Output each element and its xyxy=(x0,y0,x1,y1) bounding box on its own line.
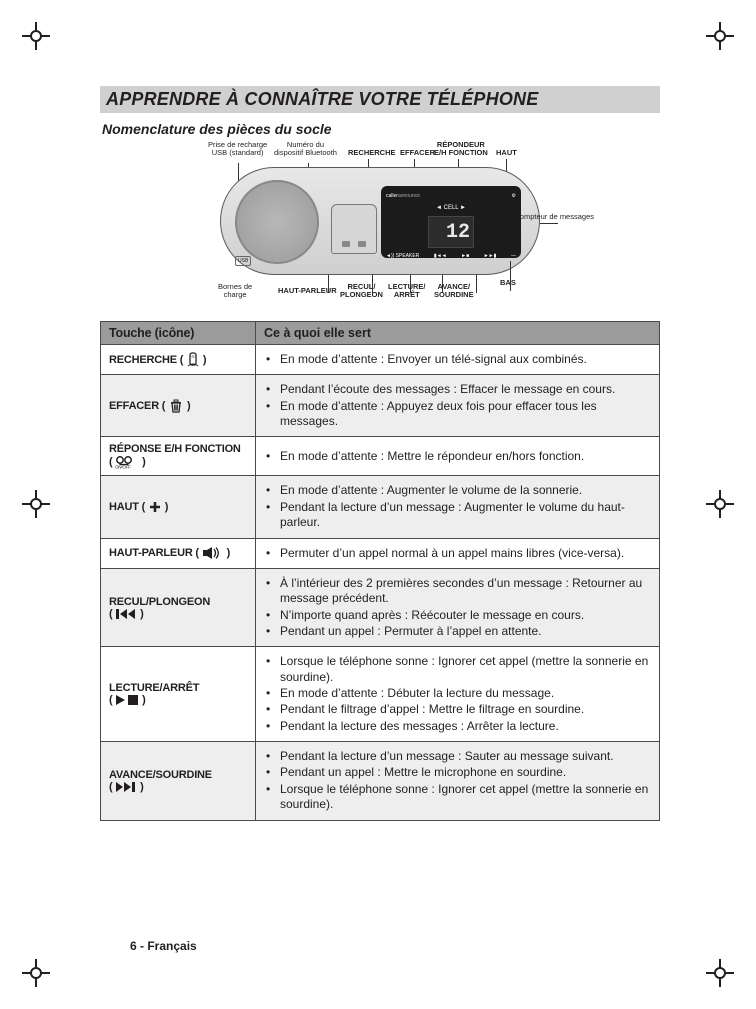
forward-icon xyxy=(115,781,137,793)
table-row: EFFACER ( ) Pendant l’écoute des messages… xyxy=(101,375,660,437)
callout-effacer: EFFACER xyxy=(400,149,435,157)
key-cell: HAUT-PARLEUR ( ) xyxy=(101,538,256,568)
key-cell: RECHERCHE ( ) xyxy=(101,345,256,375)
desc-item: En mode d’attente : Envoyer un télé-sign… xyxy=(276,352,651,367)
desc-item: En mode d’attente : Débuter la lecture d… xyxy=(276,686,651,701)
desc-item: À l’intérieur des 2 premières secondes d… xyxy=(276,576,651,607)
speaker-icon xyxy=(202,548,224,560)
key-cell: AVANCE/SOURDINE( ) xyxy=(101,742,256,820)
desc-item: Pendant un appel : Mettre le microphone … xyxy=(276,765,651,780)
desc-item: Pendant la lecture d’un message : Augmen… xyxy=(276,500,651,531)
callout-compteur: Compteur de messages xyxy=(514,213,594,221)
onoff-icon: ON/OFF xyxy=(115,457,139,469)
control-panel: callerannounce⚙ ◄ CELL ► 12 ◄)) SPEAKER▮… xyxy=(381,186,521,258)
key-label: HAUT xyxy=(109,501,139,513)
page-subtitle: Nomenclature des pièces du socle xyxy=(102,121,658,137)
callout-recherche: RECHERCHE xyxy=(348,149,396,157)
desc-cell: Pendant l’écoute des messages : Effacer … xyxy=(256,375,660,437)
callout-recul: RECUL/ PLONGEON xyxy=(340,283,383,299)
svg-text:ON/OFF: ON/OFF xyxy=(115,465,131,470)
callout-bas: BAS xyxy=(500,279,516,287)
desc-item: Permuter d’un appel normal à un appel ma… xyxy=(276,546,651,561)
desc-item: Pendant un appel : Permuter à l’appel en… xyxy=(276,624,651,639)
desc-item: Pendant la lecture d’un message : Sauter… xyxy=(276,749,651,764)
charge-slot xyxy=(331,204,377,254)
key-cell: EFFACER ( ) xyxy=(101,375,256,437)
key-cell: HAUT ( ) xyxy=(101,476,256,538)
key-cell: RÉPONSE E/H FONCTION( ON/OFF ) xyxy=(101,437,256,476)
desc-item: En mode d’attente : Mettre le répondeur … xyxy=(276,449,651,464)
desc-cell: À l’intérieur des 2 premières secondes d… xyxy=(256,568,660,646)
callout-repondeur: RÉPONDEUR E/H FONCTION xyxy=(434,141,488,157)
callout-avance: AVANCE/ SOURDINE xyxy=(434,283,474,299)
desc-cell: En mode d’attente : Envoyer un télé-sign… xyxy=(256,345,660,375)
reference-table: Touche (icône) Ce à quoi elle sert RECHE… xyxy=(100,321,660,821)
key-label: LECTURE/ARRÊT xyxy=(109,682,199,694)
base-diagram: Prise de recharge USB (standard) Numéro … xyxy=(100,141,660,313)
desc-cell: Pendant la lecture d’un message : Sauter… xyxy=(256,742,660,820)
key-label: RECUL/PLONGEON xyxy=(109,596,210,608)
message-counter-lcd: 12 xyxy=(428,216,474,248)
key-cell: LECTURE/ARRÊT( ) xyxy=(101,647,256,742)
table-row: RECHERCHE ( ) En mode d’attente : Envoyer… xyxy=(101,345,660,375)
key-label: AVANCE/SOURDINE xyxy=(109,769,212,781)
desc-item: Lorsque le téléphone sonne : Ignorer cet… xyxy=(276,782,651,813)
usb-tag: USB xyxy=(235,256,251,266)
device-outline: callerannounce⚙ ◄ CELL ► 12 ◄)) SPEAKER▮… xyxy=(220,167,540,275)
desc-item: N’importe quand après : Réécouter le mes… xyxy=(276,608,651,623)
desc-cell: En mode d’attente : Mettre le répondeur … xyxy=(256,437,660,476)
table-row: RÉPONSE E/H FONCTION( ON/OFF ) En mode d’… xyxy=(101,437,660,476)
table-row: AVANCE/SOURDINE( ) Pendant la lecture d’u… xyxy=(101,742,660,820)
speaker-grille xyxy=(235,180,319,264)
desc-item: En mode d’attente : Augmenter le volume … xyxy=(276,483,651,498)
desc-item: Pendant l’écoute des messages : Effacer … xyxy=(276,382,651,397)
key-label: RECHERCHE xyxy=(109,354,177,366)
key-label: RÉPONSE E/H FONCTION xyxy=(109,443,241,455)
trash-icon xyxy=(168,402,184,414)
desc-cell: Permuter d’un appel normal à un appel ma… xyxy=(256,538,660,568)
key-label: HAUT-PARLEUR xyxy=(109,547,193,559)
desc-item: Lorsque le téléphone sonne : Ignorer cet… xyxy=(276,654,651,685)
table-row: HAUT ( ) En mode d’attente : Augmenter le… xyxy=(101,476,660,538)
playstop-icon xyxy=(115,694,139,706)
table-row: HAUT-PARLEUR ( ) Permuter d’un appel norm… xyxy=(101,538,660,568)
desc-item: En mode d’attente : Appuyez deux fois po… xyxy=(276,399,651,430)
plus-icon xyxy=(148,502,162,514)
callout-usb: Prise de recharge USB (standard) xyxy=(208,141,267,157)
desc-cell: Lorsque le téléphone sonne : Ignorer cet… xyxy=(256,647,660,742)
table-row: LECTURE/ARRÊT( ) Lorsque le téléphone son… xyxy=(101,647,660,742)
col-header-key: Touche (icône) xyxy=(101,322,256,345)
callout-bt: Numéro du dispositif Bluetooth xyxy=(274,141,337,157)
callout-bornes: Bornes de charge xyxy=(218,283,252,299)
page-title: APPRENDRE À CONNAÎTRE VOTRE TÉLÉPHONE xyxy=(100,86,660,113)
col-header-use: Ce à quoi elle sert xyxy=(256,322,660,345)
key-cell: RECUL/PLONGEON( ) xyxy=(101,568,256,646)
desc-item: Pendant la lecture des messages : Arrête… xyxy=(276,719,651,734)
key-label: EFFACER xyxy=(109,400,159,412)
desc-item: Pendant le filtrage d’appel : Mettre le … xyxy=(276,702,651,717)
handset-icon xyxy=(186,356,200,368)
callout-haut: HAUT xyxy=(496,149,517,157)
callout-hp: HAUT-PARLEUR xyxy=(278,287,337,295)
callout-lecture: LECTURE/ ARRÊT xyxy=(388,283,426,299)
page-footer: 6 - Français xyxy=(130,939,197,953)
rewind-icon xyxy=(115,608,137,620)
desc-cell: En mode d’attente : Augmenter le volume … xyxy=(256,476,660,538)
table-row: RECUL/PLONGEON( ) À l’intérieur des 2 pre… xyxy=(101,568,660,646)
